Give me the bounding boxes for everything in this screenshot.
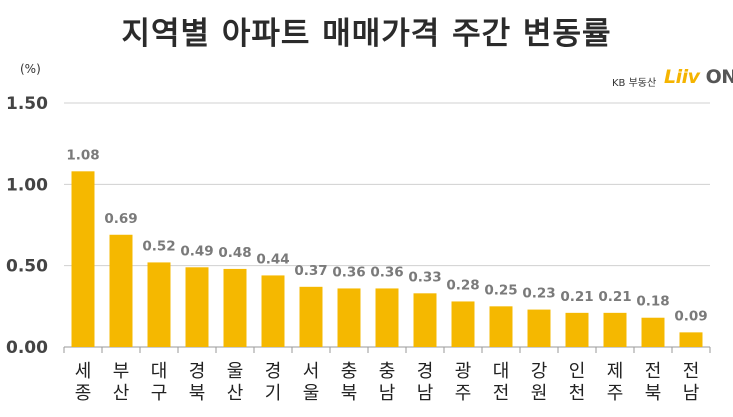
logo-brand: Liiv ON (664, 66, 733, 88)
logo-prefix: KB 부동산 (612, 78, 657, 89)
chart-title: 지역별 아파트 매매가격 주간 변동률 (121, 16, 612, 52)
bar (603, 312, 627, 347)
data-label: 0.48 (218, 245, 251, 261)
bar (185, 267, 209, 347)
data-label: 0.69 (104, 211, 137, 227)
bar (489, 306, 513, 347)
data-label: 0.28 (446, 277, 479, 293)
bar (223, 268, 247, 347)
bar (375, 288, 399, 347)
bar (337, 288, 361, 347)
data-label: 0.37 (294, 263, 327, 279)
y-tick-label: 0.00 (6, 338, 48, 358)
bar (451, 301, 475, 347)
data-label: 0.49 (180, 243, 213, 259)
data-label: 0.21 (598, 289, 631, 305)
data-label: 0.23 (522, 286, 555, 302)
data-label: 0.36 (370, 264, 403, 280)
bar (527, 309, 551, 347)
bar (261, 275, 285, 347)
bar (147, 262, 171, 347)
data-label: 0.33 (408, 269, 441, 285)
y-tick-label: 1.00 (6, 175, 48, 195)
y-axis-unit-label: (%) (20, 62, 41, 76)
data-label: 1.08 (66, 147, 99, 163)
bar (641, 317, 665, 347)
bar (413, 293, 437, 347)
y-tick-label: 1.50 (6, 94, 48, 114)
logo-suffix: ON (705, 66, 733, 88)
bar (679, 332, 703, 347)
data-label: 0.44 (256, 251, 289, 267)
data-label: 0.18 (636, 294, 669, 310)
bar (71, 171, 95, 347)
bar (109, 234, 133, 347)
data-label: 0.09 (674, 308, 707, 324)
y-tick-label: 0.50 (6, 257, 48, 277)
data-label: 0.36 (332, 264, 365, 280)
logo-brand-text: Liiv (664, 66, 700, 88)
bar (565, 312, 589, 347)
data-label: 0.25 (484, 282, 517, 298)
data-label: 0.21 (560, 289, 593, 305)
bar (299, 286, 323, 347)
data-label: 0.52 (142, 238, 175, 254)
